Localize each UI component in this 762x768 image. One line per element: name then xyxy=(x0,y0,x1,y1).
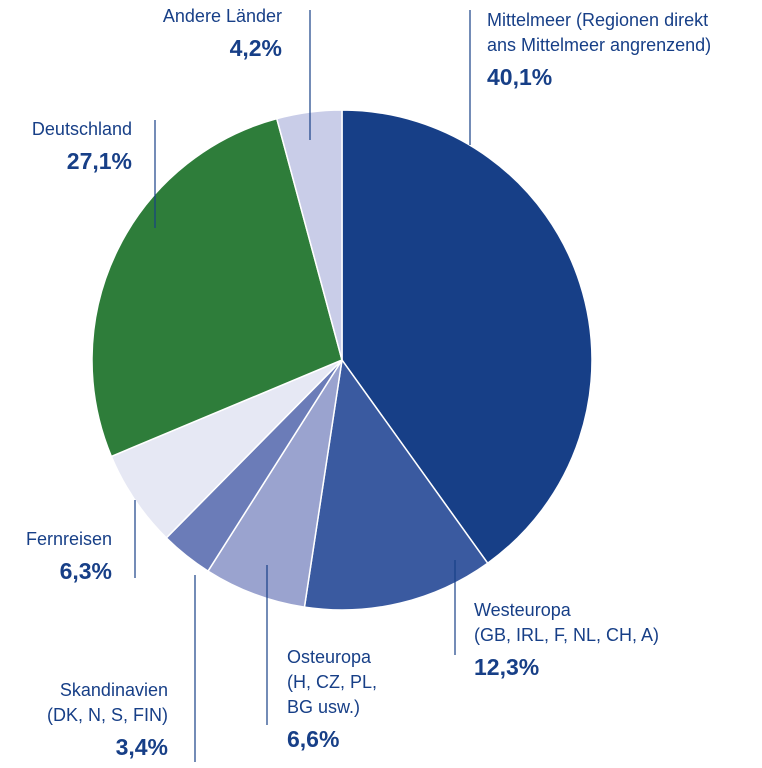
category-name: Deutschland xyxy=(31,119,132,139)
value-label: 3,4% xyxy=(115,734,168,760)
slice-label: Skandinavien (DK, N, S, FIN) 3,4% xyxy=(47,678,168,763)
category-name: Fernreisen xyxy=(25,529,112,549)
slice-label: Andere Länder 4,2% xyxy=(163,4,282,64)
pie-slice xyxy=(275,109,343,361)
pie-slice xyxy=(303,358,489,611)
value-label: 40,1% xyxy=(487,64,553,90)
slice-label: Fernreisen 6,3% xyxy=(26,527,112,587)
value-label: 6,3% xyxy=(59,558,112,584)
category-name: Westeuropa (GB, IRL, F, NL, CH, A) xyxy=(474,600,660,645)
value-label: 4,2% xyxy=(229,35,282,61)
value-label: 27,1% xyxy=(66,148,132,174)
value-label: 12,3% xyxy=(474,654,540,680)
category-name: Skandinavien (DK, N, S, FIN) xyxy=(47,680,168,725)
pie-slice xyxy=(341,109,593,565)
slice-label: Deutschland 27,1% xyxy=(32,117,132,177)
slice-label: Osteuropa (H, CZ, PL, BG usw.) 6,6% xyxy=(287,645,377,755)
category-name: Mittelmeer (Regionen direkt ans Mittelme… xyxy=(487,10,712,55)
category-name: Andere Länder xyxy=(162,6,282,26)
value-label: 6,6% xyxy=(287,726,340,752)
category-name: Osteuropa (H, CZ, PL, BG usw.) xyxy=(287,647,378,717)
slice-label: Westeuropa (GB, IRL, F, NL, CH, A) 12,3% xyxy=(474,598,659,683)
slice-label: Mittelmeer (Regionen direkt ans Mittelme… xyxy=(487,8,711,93)
